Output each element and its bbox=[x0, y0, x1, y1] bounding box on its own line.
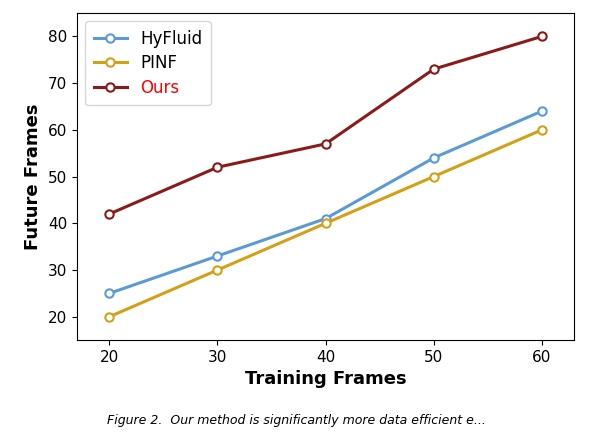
HyFluid bbox=[538, 109, 545, 114]
HyFluid bbox=[430, 155, 437, 160]
Line: Ours: Ours bbox=[105, 32, 546, 218]
Ours bbox=[106, 211, 113, 217]
Line: PINF: PINF bbox=[105, 126, 546, 321]
Ours bbox=[430, 67, 437, 72]
Y-axis label: Future Frames: Future Frames bbox=[24, 103, 42, 250]
HyFluid bbox=[214, 253, 221, 259]
Text: Figure 2.  Our method is significantly more data efficient e...: Figure 2. Our method is significantly mo… bbox=[107, 414, 485, 427]
HyFluid bbox=[322, 216, 329, 221]
PINF bbox=[538, 127, 545, 133]
Ours bbox=[322, 141, 329, 146]
HyFluid bbox=[106, 291, 113, 296]
PINF bbox=[322, 221, 329, 226]
PINF bbox=[214, 267, 221, 272]
Ours bbox=[214, 165, 221, 170]
Line: HyFluid: HyFluid bbox=[105, 107, 546, 297]
PINF bbox=[430, 174, 437, 179]
Ours bbox=[538, 34, 545, 39]
X-axis label: Training Frames: Training Frames bbox=[244, 370, 407, 388]
Legend: HyFluid, PINF, Ours: HyFluid, PINF, Ours bbox=[85, 21, 211, 106]
PINF bbox=[106, 314, 113, 319]
